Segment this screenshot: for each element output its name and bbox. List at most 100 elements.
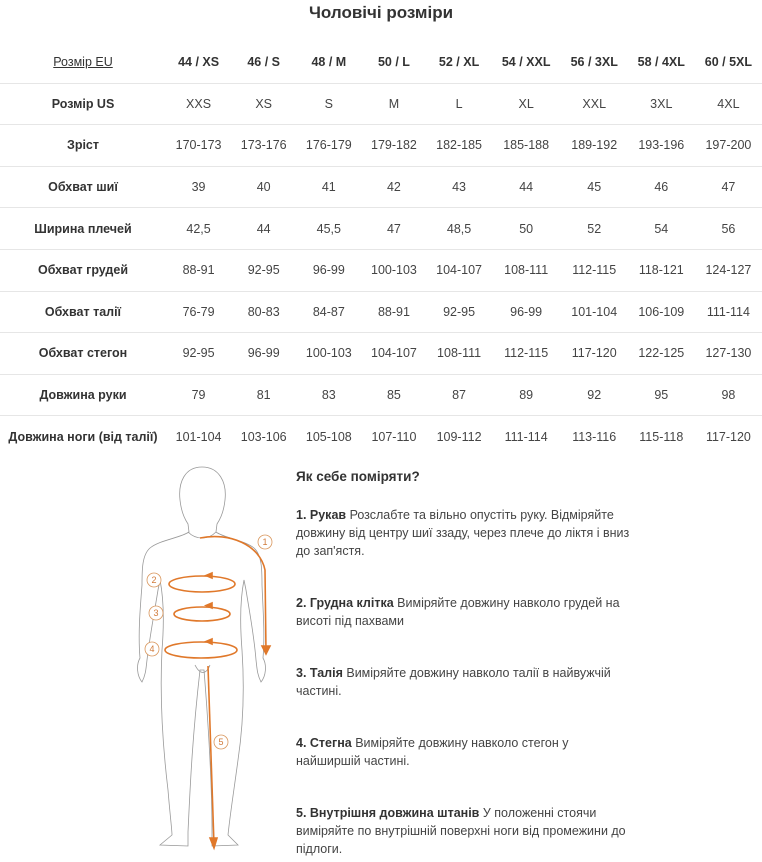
table-cell: 76-79: [166, 291, 232, 334]
table-cell: 48 / M: [296, 42, 362, 84]
table-row: Обхват талії 76-79 80-83 84-87 88-91 92-95 96-…: [0, 291, 762, 334]
measurement-guide: Як себе поміряти? 1. Рукав Розслабте та …: [296, 468, 636, 858]
table-cell: 87: [426, 374, 492, 417]
marker-2: 2: [151, 575, 156, 585]
table-row: Обхват шиї 39 40 41 42 43 44 45 46 47: [0, 166, 762, 209]
guide-item-term: 1. Рукав: [296, 508, 347, 522]
table-cell: 43: [426, 166, 492, 209]
guide-item-term: 3. Талія: [296, 666, 343, 680]
row-label: Обхват грудей: [0, 249, 166, 292]
table-cell: 4XL: [694, 83, 762, 126]
guide-item: 2. Грудна клітка Виміряйте довжину навко…: [296, 594, 636, 630]
table-cell: 80-83: [231, 291, 297, 334]
table-row: Зріст 170-173 173-176 176-179 179-182 182-185…: [0, 124, 762, 167]
waist-measure-loop: [173, 606, 231, 622]
table-cell: 112-115: [560, 249, 628, 292]
table-cell: 96-99: [231, 332, 297, 375]
table-cell: 104-107: [426, 249, 492, 292]
table-cell: 107-110: [371, 429, 417, 444]
guide-item: 3. Талія Виміряйте довжину навколо талії…: [296, 664, 636, 700]
table-cell: 117-120: [705, 429, 751, 444]
table-cell: 127-130: [694, 332, 762, 375]
table-cell: 95: [627, 374, 695, 417]
table-cell: 96-99: [491, 291, 561, 334]
table-cell: 92-95: [166, 332, 232, 375]
row-label: Обхват талії: [0, 291, 166, 334]
table-cell: 122-125: [627, 332, 695, 375]
table-cell: 96-99: [296, 249, 362, 292]
table-cell: 47: [361, 207, 427, 250]
size-table: Розмір EU 44 / XS 46 / S 48 / M 50 / L 52 / X…: [0, 42, 762, 457]
table-cell: 113-116: [572, 429, 617, 444]
row-label[interactable]: Розмір EU: [0, 42, 166, 84]
table-row: Обхват стегон 92-95 96-99 100-103 104-107 108…: [0, 332, 762, 375]
table-row: Розмір US XXS XS S M L XL XXL 3XL 4XL: [0, 83, 762, 126]
table-cell: 44: [231, 207, 297, 250]
table-cell: 173-176: [231, 124, 297, 167]
table-row: Обхват грудей 88-91 92-95 96-99 100-103 104-1…: [0, 249, 762, 292]
row-label: Обхват стегон: [0, 332, 166, 375]
table-cell: 92-95: [231, 249, 297, 292]
table-cell: 56 / 3XL: [560, 42, 628, 84]
table-cell: 88-91: [166, 249, 232, 292]
table-cell: 42,5: [166, 207, 232, 250]
table-cell: 50: [491, 207, 561, 250]
table-cell: XXS: [166, 83, 232, 126]
table-cell: 79: [166, 374, 232, 417]
table-cell: 197-200: [694, 124, 762, 167]
guide-item-text: Розслабте та вільно опустіть руку. Відмі…: [296, 508, 630, 558]
table-cell: 182-185: [426, 124, 492, 167]
row-label: Ширина плечей: [0, 207, 166, 250]
table-cell: 100-103: [296, 332, 362, 375]
table-cell: 108-111: [491, 249, 561, 292]
table-cell: 48,5: [426, 207, 492, 250]
table-cell: 170-173: [166, 124, 232, 167]
table-cell: 46: [627, 166, 695, 209]
table-cell: 104-107: [361, 332, 427, 375]
table-cell: 54 / XXL: [491, 42, 561, 84]
guide-item-term: 2. Грудна клітка: [296, 596, 394, 610]
table-cell: 50 / L: [361, 42, 427, 84]
row-label: Довжина руки: [0, 374, 166, 417]
table-cell: 105-108: [305, 429, 352, 444]
table-cell: L: [426, 83, 492, 126]
table-cell: 3XL: [627, 83, 695, 126]
table-cell: 42: [361, 166, 427, 209]
table-cell: 46 / S: [231, 42, 297, 84]
marker-3: 3: [153, 608, 158, 618]
sleeve-measure-line: [199, 535, 267, 653]
table-cell: 112-115: [491, 332, 561, 375]
row-label: Розмір US: [0, 83, 166, 126]
guide-title: Як себе поміряти?: [296, 469, 420, 484]
table-cell: 56: [694, 207, 762, 250]
table-cell: 84-87: [296, 291, 362, 334]
table-cell: 92: [560, 374, 628, 417]
guide-item: 4. Стегна Виміряйте довжину навколо стег…: [296, 734, 636, 770]
table-cell: XL: [491, 83, 561, 126]
table-cell: 179-182: [361, 124, 427, 167]
table-cell: 117-120: [560, 332, 628, 375]
table-cell: XS: [231, 83, 297, 126]
table-cell: 88-91: [361, 291, 427, 334]
table-cell: 111-114: [694, 291, 762, 334]
guide-item-text: Виміряйте довжину навколо грудей на висо…: [296, 596, 620, 628]
table-cell: 92-95: [426, 291, 492, 334]
guide-item-text: Виміряйте довжину навколо талії в найвуж…: [296, 666, 611, 698]
table-cell: S: [296, 83, 362, 126]
body-outline: [137, 466, 266, 847]
table-cell: M: [361, 83, 427, 126]
table-cell: 60 / 5XL: [694, 42, 762, 84]
table-row: Довжина руки 79 81 83 85 87 89 92 95 98: [0, 374, 762, 417]
table-cell: 40: [231, 166, 297, 209]
table-cell: 89: [491, 374, 561, 417]
table-cell: 83: [296, 374, 362, 417]
table-cell: 115-118: [639, 429, 684, 444]
table-cell: 98: [694, 374, 762, 417]
table-cell: 44 / XS: [166, 42, 232, 84]
table-cell: 176-179: [296, 124, 362, 167]
chest-measure-loop: [168, 575, 236, 593]
table-cell: 118-121: [627, 249, 695, 292]
marker-1: 1: [262, 537, 267, 547]
table-cell: 185-188: [491, 124, 561, 167]
page-title: Чоловічі розміри: [308, 3, 454, 22]
